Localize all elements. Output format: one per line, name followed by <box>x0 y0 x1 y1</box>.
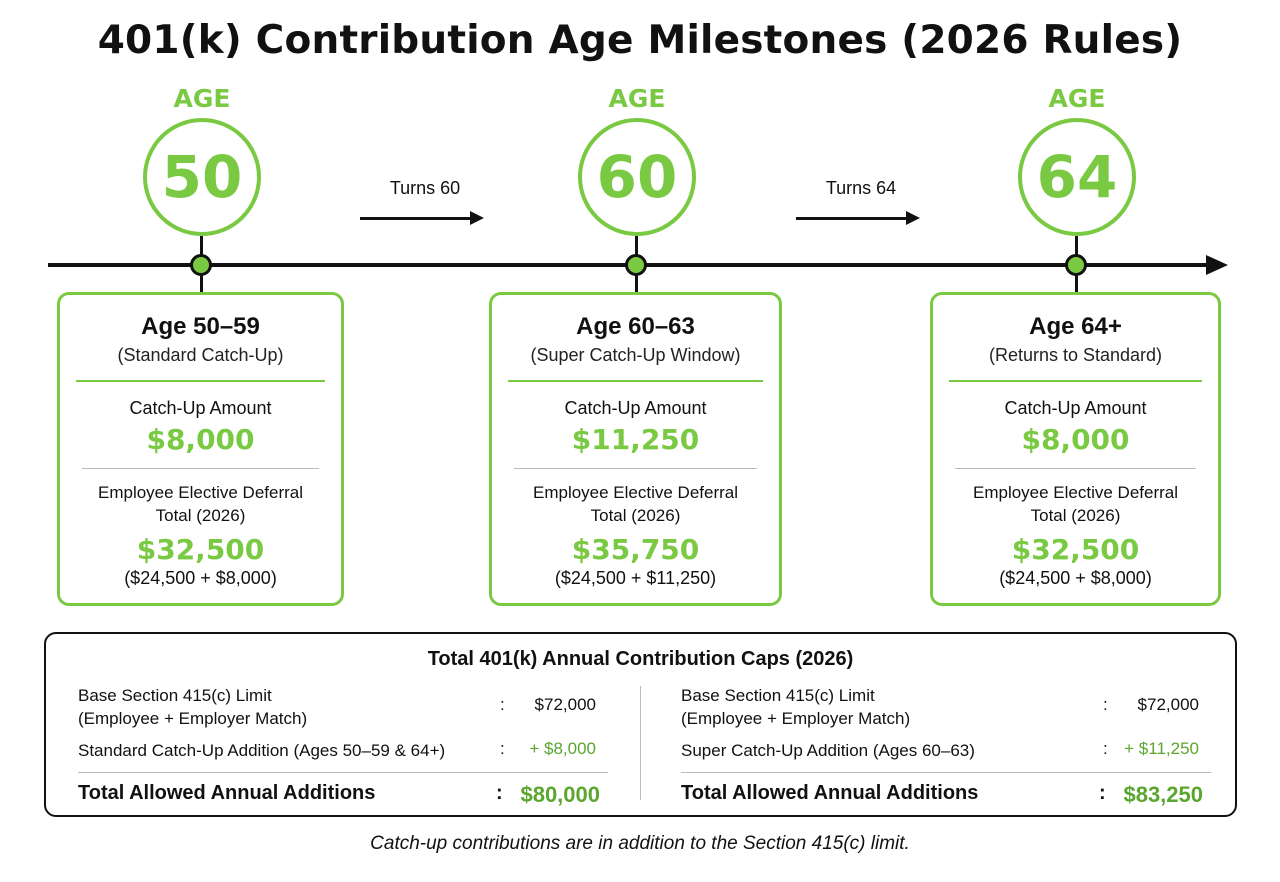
card-title: Age 64+ <box>1029 313 1122 340</box>
footnote: Catch-up contributions are in addition t… <box>370 833 910 854</box>
card-subtitle: (Returns to Standard) <box>988 345 1163 365</box>
age-circle: 64 <box>1018 118 1136 236</box>
card-divider <box>76 380 325 382</box>
catchup-addition-label: Super Catch-Up Addition (Ages 60–63) <box>681 741 975 760</box>
colon: : <box>1099 782 1106 804</box>
catchup-amount: $8,000 <box>1021 423 1130 456</box>
deferral-label: Employee Elective Deferral Total (2026) <box>60 481 341 527</box>
age-circle: 50 <box>143 118 261 236</box>
age-label: AGE <box>173 84 231 113</box>
deferral-formula: ($24,500 + $8,000) <box>124 568 277 588</box>
timeline-dot-icon <box>190 254 212 276</box>
deferral-total: $32,500 <box>136 533 265 566</box>
catchup-addition-label: Standard Catch-Up Addition (Ages 50–59 &… <box>78 741 446 760</box>
timeline-arrowhead-icon <box>1206 255 1228 275</box>
deferral-label-line2: Total (2026) <box>155 506 246 525</box>
deferral-label-line2: Total (2026) <box>1030 506 1121 525</box>
colon: : <box>1103 695 1108 714</box>
card-age-64-plus: Age 64+ (Returns to Standard) Catch-Up A… <box>930 292 1221 606</box>
catchup-label: Catch-Up Amount <box>1004 398 1147 418</box>
deferral-total: $35,750 <box>571 533 700 566</box>
deferral-formula: ($24,500 + $11,250) <box>554 568 717 588</box>
total-additions-value: $83,250 <box>1123 782 1203 807</box>
colon: : <box>496 782 503 804</box>
contribution-caps-box: Total 401(k) Annual Contribution Caps (2… <box>44 632 1237 817</box>
catchup-label: Catch-Up Amount <box>564 398 707 418</box>
base-limit-value: $72,000 <box>534 695 596 714</box>
catchup-addition-value: + $8,000 <box>529 739 596 758</box>
right-arrow-icon <box>360 211 490 227</box>
base-limit-value: $72,000 <box>1137 695 1199 714</box>
caps-column-divider <box>640 686 641 800</box>
caps-row-divider <box>78 772 608 773</box>
transition-label: Turns 64 <box>825 178 897 198</box>
catchup-amount: $11,250 <box>571 423 700 456</box>
deferral-label-line1: Employee Elective Deferral <box>97 483 304 502</box>
base-limit-label: Base Section 415(c) Limit (Employee + Em… <box>78 686 308 728</box>
colon: : <box>1103 739 1108 758</box>
card-subtitle: (Standard Catch-Up) <box>117 345 284 365</box>
deferral-formula: ($24,500 + $8,000) <box>999 568 1152 588</box>
transition-turns-60: Turns 60 <box>360 178 490 227</box>
deferral-label: Employee Elective Deferral Total (2026) <box>933 481 1218 527</box>
transition-label: Turns 60 <box>389 178 461 198</box>
transition-turns-64: Turns 64 <box>796 178 926 227</box>
age-number: 64 <box>1036 143 1118 211</box>
deferral-label: Employee Elective Deferral Total (2026) <box>492 481 779 527</box>
total-additions-value: $80,000 <box>520 782 600 807</box>
total-additions-label: Total Allowed Annual Additions <box>681 782 979 804</box>
deferral-label-line2: Total (2026) <box>590 506 681 525</box>
caps-title: Total 401(k) Annual Contribution Caps (2… <box>427 648 854 670</box>
colon: : <box>500 739 505 758</box>
page-title: 401(k) Contribution Age Milestones (2026… <box>97 18 1183 63</box>
deferral-label-line1: Employee Elective Deferral <box>972 483 1179 502</box>
card-age-50-59: Age 50–59 (Standard Catch-Up) Catch-Up A… <box>57 292 344 606</box>
card-divider <box>955 468 1196 469</box>
card-divider <box>82 468 319 469</box>
timeline-dot-icon <box>625 254 647 276</box>
card-divider <box>514 468 757 469</box>
card-divider <box>949 380 1202 382</box>
card-divider <box>508 380 763 382</box>
card-title: Age 60–63 <box>576 313 695 340</box>
deferral-label-line1: Employee Elective Deferral <box>532 483 739 502</box>
catchup-addition-value: + $11,250 <box>1124 739 1199 758</box>
catchup-amount: $8,000 <box>146 423 255 456</box>
age-label: AGE <box>1048 84 1106 113</box>
age-number: 60 <box>596 143 678 211</box>
colon: : <box>500 695 505 714</box>
timeline-dot-icon <box>1065 254 1087 276</box>
right-arrow-icon <box>796 211 926 227</box>
card-subtitle: (Super Catch-Up Window) <box>530 345 741 365</box>
card-age-60-63: Age 60–63 (Super Catch-Up Window) Catch-… <box>489 292 782 606</box>
deferral-total: $32,500 <box>1011 533 1140 566</box>
age-number: 50 <box>161 143 243 211</box>
total-additions-label: Total Allowed Annual Additions <box>78 782 376 804</box>
age-circle: 60 <box>578 118 696 236</box>
caps-row-divider <box>681 772 1211 773</box>
base-limit-label: Base Section 415(c) Limit (Employee + Em… <box>681 686 911 728</box>
age-label: AGE <box>608 84 666 113</box>
card-title: Age 50–59 <box>141 313 260 340</box>
catchup-label: Catch-Up Amount <box>129 398 272 418</box>
